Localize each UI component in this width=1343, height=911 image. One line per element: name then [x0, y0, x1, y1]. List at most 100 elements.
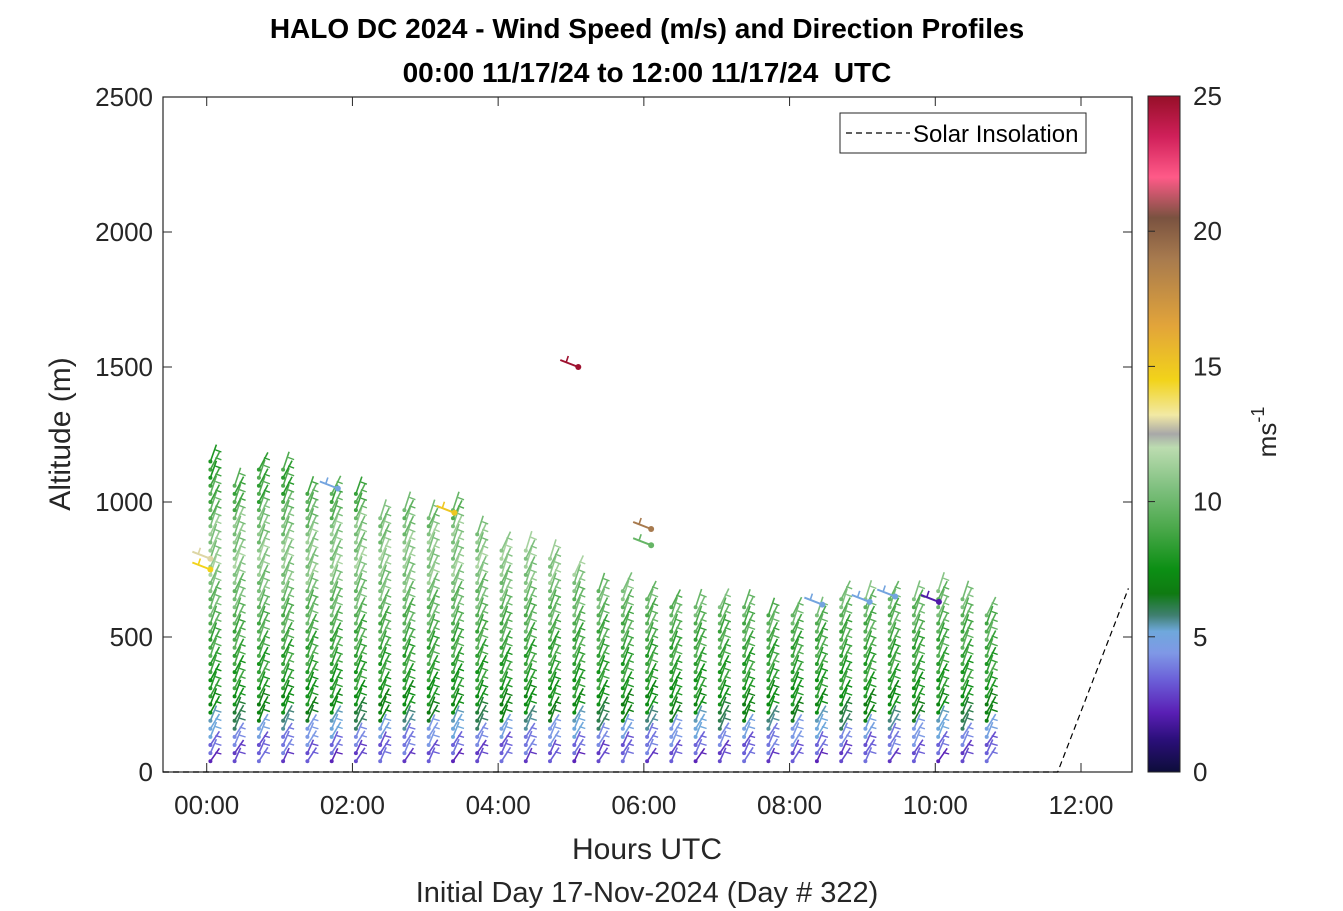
wind-barb-dot	[353, 516, 358, 521]
wind-barb-flag	[433, 626, 440, 631]
wind-barb-dot	[329, 702, 334, 707]
wind-barb-flag	[603, 675, 610, 680]
wind-barb-flag	[384, 726, 392, 730]
wind-barb-flag	[894, 717, 901, 721]
wind-barb-flag	[384, 643, 392, 647]
wind-barb-dot	[790, 743, 795, 747]
wind-barb-dot	[256, 678, 261, 683]
wind-barb-shaft	[403, 654, 412, 673]
wind-barb-dot	[960, 621, 965, 626]
wind-barb-dot	[402, 516, 407, 521]
wind-barb-shaft	[525, 530, 533, 551]
wind-barb-shaft	[233, 506, 245, 527]
wind-barb-shaft	[500, 696, 512, 713]
wind-barb-flag	[409, 667, 416, 672]
wind-barb-flag	[336, 700, 343, 704]
wind-barb-shaft	[500, 654, 509, 673]
wind-barb-dot	[402, 759, 407, 764]
wind-barb-shaft	[888, 629, 900, 649]
wind-barb-dot	[960, 645, 965, 650]
wind-barb-flag	[554, 718, 562, 722]
wind-barb-flag	[263, 536, 271, 541]
wind-barb-flag	[530, 667, 538, 672]
wind-barb-dot	[717, 710, 722, 715]
wind-barb-dot	[911, 613, 916, 618]
wind-barb-flag	[894, 742, 901, 746]
wind-barb-shaft	[549, 722, 557, 738]
wind-barb-dot	[402, 508, 407, 513]
wind-barb-shaft	[476, 739, 487, 754]
colorbar-tick-label: 5	[1193, 622, 1207, 652]
wind-barb-flag	[481, 643, 489, 647]
wind-barb-shaft	[694, 705, 703, 721]
wind-barb-dot	[523, 621, 528, 626]
wind-barb-dot	[548, 589, 552, 594]
wind-barb-flag	[991, 610, 998, 615]
wind-barb-dot	[281, 613, 286, 618]
wind-barb-shaft	[330, 523, 342, 543]
wind-barb-dot	[353, 686, 358, 691]
wind-barb-flag	[384, 536, 392, 541]
wind-barb-dot	[402, 556, 407, 561]
colorbar-tick-label: 25	[1193, 81, 1222, 111]
wind-barb-dot	[717, 726, 722, 731]
wind-barb-dot	[329, 597, 334, 602]
wind-barb-dot	[887, 678, 892, 683]
wind-barb-flag	[700, 734, 707, 738]
wind-barb-dot	[378, 670, 383, 675]
wind-barb-shaft	[985, 646, 997, 665]
wind-barb-dot	[281, 629, 286, 634]
wind-barb-shaft	[646, 695, 657, 713]
wind-barb-flag	[263, 692, 271, 697]
wind-barb-flag	[263, 718, 271, 722]
wind-barb-shaft	[427, 687, 439, 705]
wind-barb-dot	[669, 653, 674, 658]
wind-barb-dot	[232, 629, 237, 634]
wind-barb-shaft	[403, 679, 415, 697]
wind-barb-flag	[457, 700, 465, 704]
wind-barb-flag	[991, 718, 998, 722]
wind-barb-shaft	[767, 646, 776, 665]
wind-barb-shaft	[719, 713, 727, 730]
wind-barb-flag	[773, 618, 780, 622]
wind-barb-shaft	[403, 638, 412, 657]
wind-barb-dot	[402, 718, 407, 723]
wind-barb-shaft	[355, 679, 366, 697]
wind-barb-shaft	[209, 539, 218, 559]
wind-barb-shaft	[937, 605, 945, 624]
wind-barb-dot	[329, 508, 334, 513]
wind-barb-dot	[426, 718, 431, 723]
wind-barb-flag	[287, 472, 295, 477]
wind-barb-dot	[887, 694, 892, 699]
wind-barb-shaft	[937, 688, 945, 705]
wind-barb-flag	[991, 708, 998, 713]
wind-barb-flag	[894, 643, 901, 648]
wind-barb-shaft	[767, 704, 779, 722]
wind-barb-dot	[305, 629, 310, 634]
wind-barb-shaft	[306, 696, 318, 713]
wind-barb-flag	[967, 585, 974, 590]
wind-barb-dot	[402, 678, 407, 683]
wind-barb-flag	[263, 585, 271, 590]
wind-barb-dot	[766, 694, 771, 699]
wind-barb-dot	[572, 718, 577, 723]
wind-barb-shaft	[282, 547, 290, 568]
wind-barb-dot	[596, 637, 601, 642]
wind-barb-dot	[790, 718, 795, 723]
wind-barb-flag	[870, 667, 877, 671]
wind-barb-dot	[451, 686, 455, 691]
wind-barb-shaft	[209, 713, 221, 730]
wind-barb-shaft	[403, 571, 412, 592]
wind-barb-shaft	[355, 531, 366, 551]
wind-barb-shaft	[719, 696, 727, 713]
wind-barb-dot	[256, 524, 261, 529]
wind-barb-dot	[814, 710, 819, 715]
wind-barb-shaft	[573, 580, 582, 600]
wind-barb-shaft	[427, 507, 439, 527]
wind-barb-shaft	[573, 738, 584, 754]
wind-barb-dot	[475, 572, 480, 577]
wind-barb-flag	[773, 692, 780, 696]
wind-barb-flag	[748, 610, 756, 615]
wind-barb-dot	[281, 645, 286, 650]
